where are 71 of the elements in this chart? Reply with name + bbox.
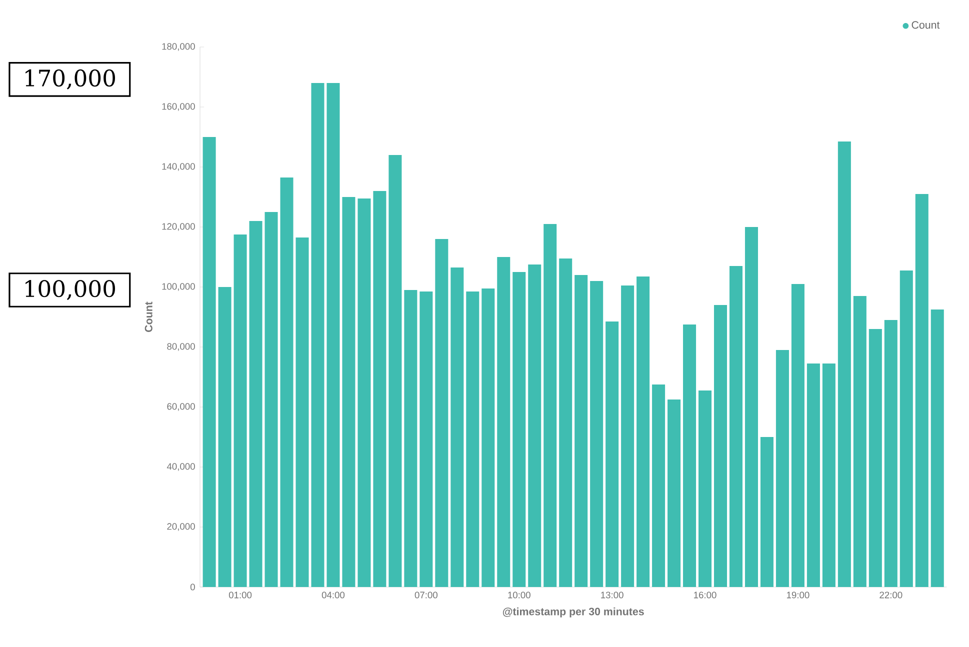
y-tick-label: 120,000 (162, 223, 195, 231)
bar (930, 310, 944, 587)
bar (606, 322, 619, 587)
bar (791, 284, 804, 587)
text: 100,000 (26, 280, 116, 300)
bar (234, 234, 247, 587)
bar (528, 264, 542, 587)
bar (512, 272, 526, 587)
bar (868, 329, 882, 587)
bar (915, 194, 928, 587)
y-tick-label: 60,000 (167, 403, 195, 411)
bar (574, 275, 588, 587)
y-axis-title: Count (144, 302, 152, 332)
bar (668, 400, 681, 587)
bar (202, 137, 216, 587)
y-tick-label: 140,000 (162, 163, 195, 171)
y-tick-label: 160,000 (162, 103, 195, 111)
bar (218, 287, 232, 587)
y-tick-label: 180,000 (162, 43, 195, 51)
bar (311, 82, 324, 587)
bar (838, 141, 851, 587)
y-tick-label: 100,000 (162, 283, 195, 291)
bar (900, 270, 913, 587)
y-tick-label: 80,000 (167, 343, 195, 351)
bar (420, 292, 433, 587)
bar (776, 350, 789, 587)
x-tick-label: 13:00 (601, 592, 624, 598)
bar (590, 281, 604, 587)
x-tick-label: 01:00 (228, 592, 252, 598)
bar (760, 437, 774, 587)
bar (698, 390, 712, 587)
bar (296, 238, 309, 587)
bar (388, 155, 402, 587)
bar (326, 82, 340, 587)
legend-label: Count (912, 21, 940, 29)
bar (373, 191, 386, 587)
bar (358, 198, 371, 587)
bar (652, 384, 666, 587)
x-tick-label: 19:00 (786, 592, 810, 598)
bar (559, 258, 572, 587)
x-tick-label: 22:00 (880, 592, 902, 598)
bar (806, 364, 820, 587)
x-tick-label: 04:00 (322, 592, 345, 598)
bar (497, 257, 510, 587)
bar (884, 320, 898, 587)
y-tick-label: 40,000 (166, 463, 195, 471)
bar (729, 266, 743, 587)
bar (621, 285, 634, 587)
x-tick-label: 16:00 (694, 592, 716, 598)
bar (280, 178, 294, 587)
bar (853, 296, 866, 587)
x-tick-label: 07:00 (414, 592, 438, 598)
bar (435, 239, 448, 587)
bar (450, 268, 464, 587)
text: 170,000 (26, 69, 116, 90)
bar (466, 292, 480, 587)
bar (482, 288, 495, 587)
bar (249, 221, 262, 587)
y-tick-label: 20,000 (167, 523, 195, 531)
bar (683, 324, 696, 587)
bar (822, 364, 836, 587)
bar (264, 212, 278, 587)
bar (636, 276, 650, 587)
x-tick-label: 10:00 (508, 592, 530, 598)
bar (342, 197, 356, 587)
bar (714, 304, 728, 587)
bar (744, 227, 758, 587)
y-tick-label: 0 (190, 584, 195, 590)
bar (404, 290, 418, 587)
x-axis-title: @timestamp per 30 minutes (502, 607, 644, 618)
bar (544, 224, 557, 587)
